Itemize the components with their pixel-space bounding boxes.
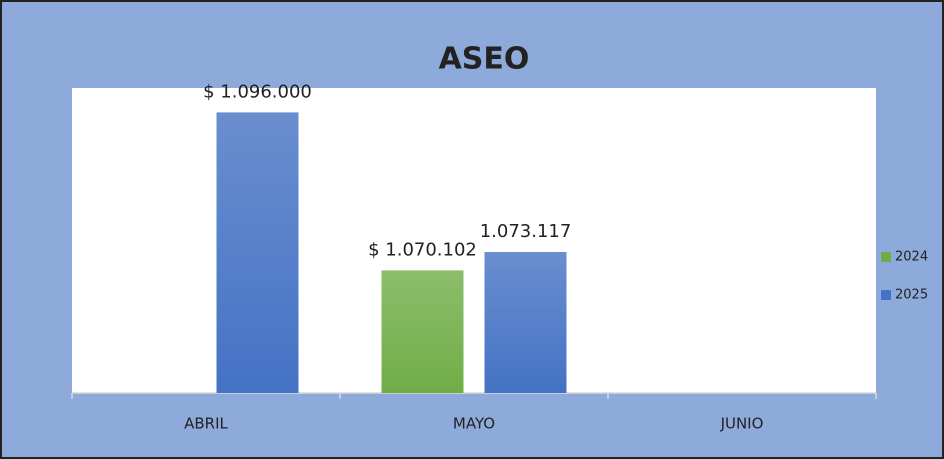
x-tick-label: JUNIO — [720, 415, 764, 433]
data-label: $ 1.096.000 — [203, 81, 312, 102]
legend-swatch — [881, 252, 891, 262]
x-tick-label: ABRIL — [184, 415, 228, 433]
plot-area — [72, 88, 876, 393]
bar — [484, 251, 567, 393]
legend-label: 2024 — [895, 250, 928, 265]
data-label: $ 1.070.102 — [368, 239, 477, 260]
legend-swatch — [881, 290, 891, 300]
data-label: 1.073.117 — [480, 221, 572, 242]
x-tick-label: MAYO — [453, 415, 495, 433]
chart-title: ASEO — [439, 42, 530, 77]
bar — [381, 270, 464, 393]
legend-label: 2025 — [895, 288, 928, 303]
bar — [216, 112, 299, 394]
